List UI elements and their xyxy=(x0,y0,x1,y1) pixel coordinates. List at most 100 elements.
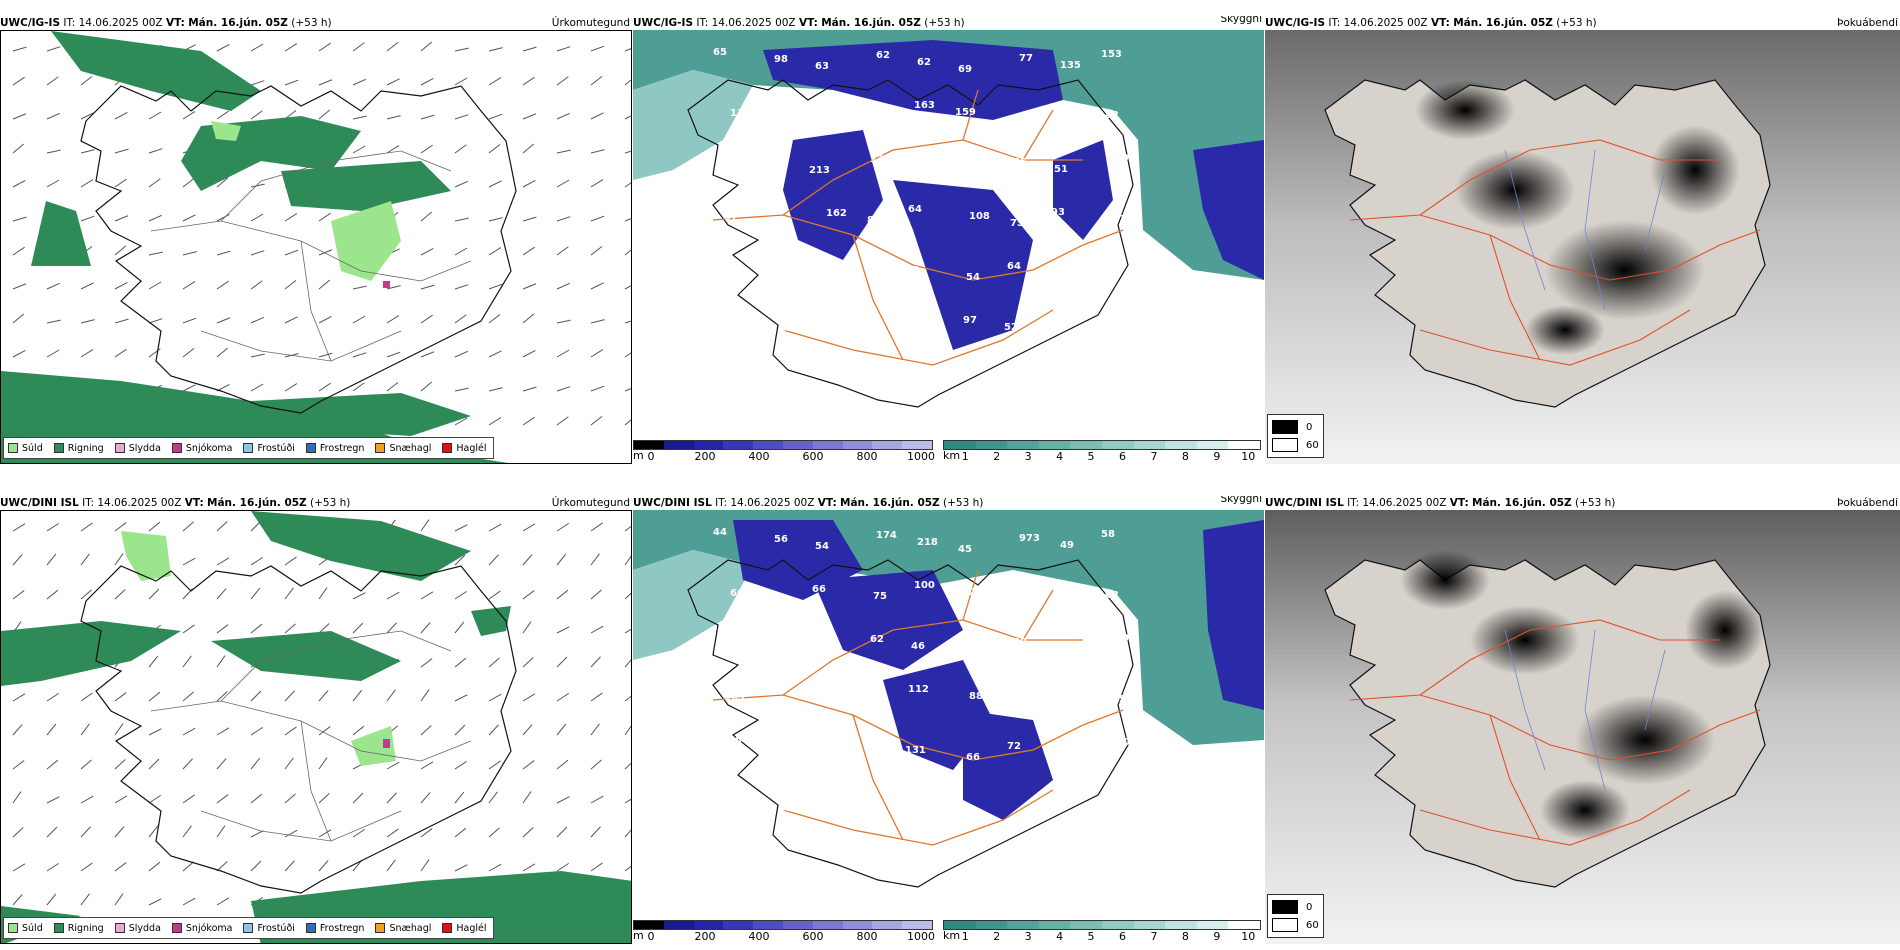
wind-barb xyxy=(386,381,399,392)
colorbar-segment xyxy=(902,921,932,929)
wind-barb xyxy=(522,283,537,290)
visibility-map[interactable]: 65 98 63 62 62 69 77 135 153 119 139 156 181 163 159 11… xyxy=(633,30,1264,464)
colorbar-tick: 200 xyxy=(694,450,716,463)
wind-barb xyxy=(318,587,328,600)
colorbar-tick: 5 xyxy=(1087,450,1095,463)
wind-barb xyxy=(216,557,230,566)
wind-barb xyxy=(80,759,92,770)
wind-barb xyxy=(318,690,329,702)
colorbar-tick: 2 xyxy=(993,930,1001,943)
wind-barb xyxy=(46,319,61,324)
wind-barb xyxy=(590,215,605,222)
cloud-base-label: 89 xyxy=(867,215,881,226)
wind-barb xyxy=(556,149,571,154)
colorbar-segment xyxy=(1165,921,1197,929)
wind-barb xyxy=(148,825,159,838)
sea-fog-area xyxy=(633,550,753,660)
wind-barb xyxy=(590,245,603,256)
wind-barb xyxy=(420,792,431,804)
wind-barb xyxy=(148,214,162,222)
model-name: UWC/IG-IS xyxy=(1265,17,1326,29)
wind-barb xyxy=(590,692,603,702)
wind-barb xyxy=(216,317,231,324)
wind-barb xyxy=(556,349,570,358)
precip-type-panel-row1: UWC/IG-IS IT: 14.06.2025 00Z VT: Mán. 16… xyxy=(0,16,632,464)
wind-barb xyxy=(46,76,59,86)
cloud-base-label: 50 xyxy=(1013,637,1027,648)
visibility-map[interactable]: 44 56 54 174 218 45 973 49 58 66 76 66 75 100 102 105 72… xyxy=(633,510,1264,944)
wind-barb xyxy=(352,792,364,804)
legend-label: Slydda xyxy=(128,922,161,934)
panel-header: UWC/DINI ISL IT: 14.06.2025 00Z VT: Mán.… xyxy=(633,496,1264,510)
wind-barb xyxy=(318,249,333,256)
wind-barb xyxy=(182,111,196,120)
wind-barb xyxy=(12,349,26,358)
wind-barb xyxy=(284,587,294,600)
cloud-base-label: 90 xyxy=(768,638,782,649)
wind-barb xyxy=(250,316,264,324)
precip-map-svg xyxy=(1,511,631,943)
wind-barb xyxy=(420,519,430,532)
wind-barb xyxy=(522,113,537,120)
wind-barb xyxy=(624,285,631,290)
wind-barb xyxy=(352,382,365,392)
wind-barb xyxy=(522,46,537,52)
wind-barb xyxy=(216,691,228,702)
wind-barb xyxy=(148,728,162,736)
wind-barb xyxy=(454,864,468,872)
colorbar-segment xyxy=(975,921,1008,929)
rain-area xyxy=(471,606,511,636)
wind-barb xyxy=(80,589,92,600)
colorbar-tick: 1 xyxy=(961,930,969,943)
panel-title: Skyggni xyxy=(1220,16,1263,25)
cloud-base-label: 62 xyxy=(870,634,884,645)
wind-barb xyxy=(80,112,94,120)
wind-barb xyxy=(250,587,261,600)
cloud-base-label: 75 xyxy=(1010,218,1024,229)
legend-swatch xyxy=(1272,420,1298,434)
cloud-base-label: 105 xyxy=(1016,594,1037,605)
legend-label: Frostúði xyxy=(257,922,295,934)
wind-barb xyxy=(46,796,60,804)
wind-barb xyxy=(352,285,367,290)
valid-time-label: VT: xyxy=(798,17,818,29)
wind-barb xyxy=(420,77,434,86)
colorbar-tick: 0 xyxy=(647,450,655,463)
wind-barb xyxy=(148,148,163,154)
wind-barb xyxy=(556,692,570,702)
colorbar-tick: 600 xyxy=(802,930,824,943)
wind-barb xyxy=(250,726,264,736)
precip-type-map[interactable]: Súld Rigning Slydda Snjókoma Frostúði Fr… xyxy=(0,30,632,464)
wind-barb xyxy=(556,179,570,188)
wind-barb xyxy=(624,659,631,668)
cloud-base-label: 93 xyxy=(1051,207,1065,218)
colorbar-tick: 7 xyxy=(1150,450,1158,463)
wind-barb xyxy=(590,179,604,188)
wind-barb xyxy=(488,657,500,668)
wind-barb xyxy=(148,521,161,532)
cloud-base-label: 60 xyxy=(861,319,875,330)
wind-barb xyxy=(318,315,332,324)
wind-barb xyxy=(556,319,571,324)
wind-barb xyxy=(114,795,128,804)
wind-barb xyxy=(12,246,25,256)
wind-barb xyxy=(590,723,600,736)
wind-barb xyxy=(454,47,469,52)
cloud-base-label: 52 xyxy=(1004,322,1018,333)
fog-index-map[interactable]: 0 60 xyxy=(1265,510,1900,944)
wind-barb xyxy=(522,143,535,154)
wind-barb xyxy=(386,285,401,290)
cloud-base-label: 112 xyxy=(908,684,929,695)
iceland-coastline xyxy=(80,565,517,894)
wind-barb xyxy=(352,145,366,154)
low-ceiling-area xyxy=(963,710,1053,820)
cloud-base-label: 147 xyxy=(765,219,786,230)
colorbar-segment xyxy=(1007,921,1039,929)
wind-barb xyxy=(624,628,631,634)
lead-time: (+53 h) xyxy=(943,497,984,509)
fog-index-map[interactable]: 0 60 xyxy=(1265,30,1900,464)
cloud-base-label: 181 xyxy=(873,111,894,122)
wind-barb xyxy=(522,590,535,600)
cloud-base-label: 65 xyxy=(1013,157,1027,168)
precip-type-map[interactable]: Súld Rigning Slydda Snjókoma Frostúði Fr… xyxy=(0,510,632,944)
